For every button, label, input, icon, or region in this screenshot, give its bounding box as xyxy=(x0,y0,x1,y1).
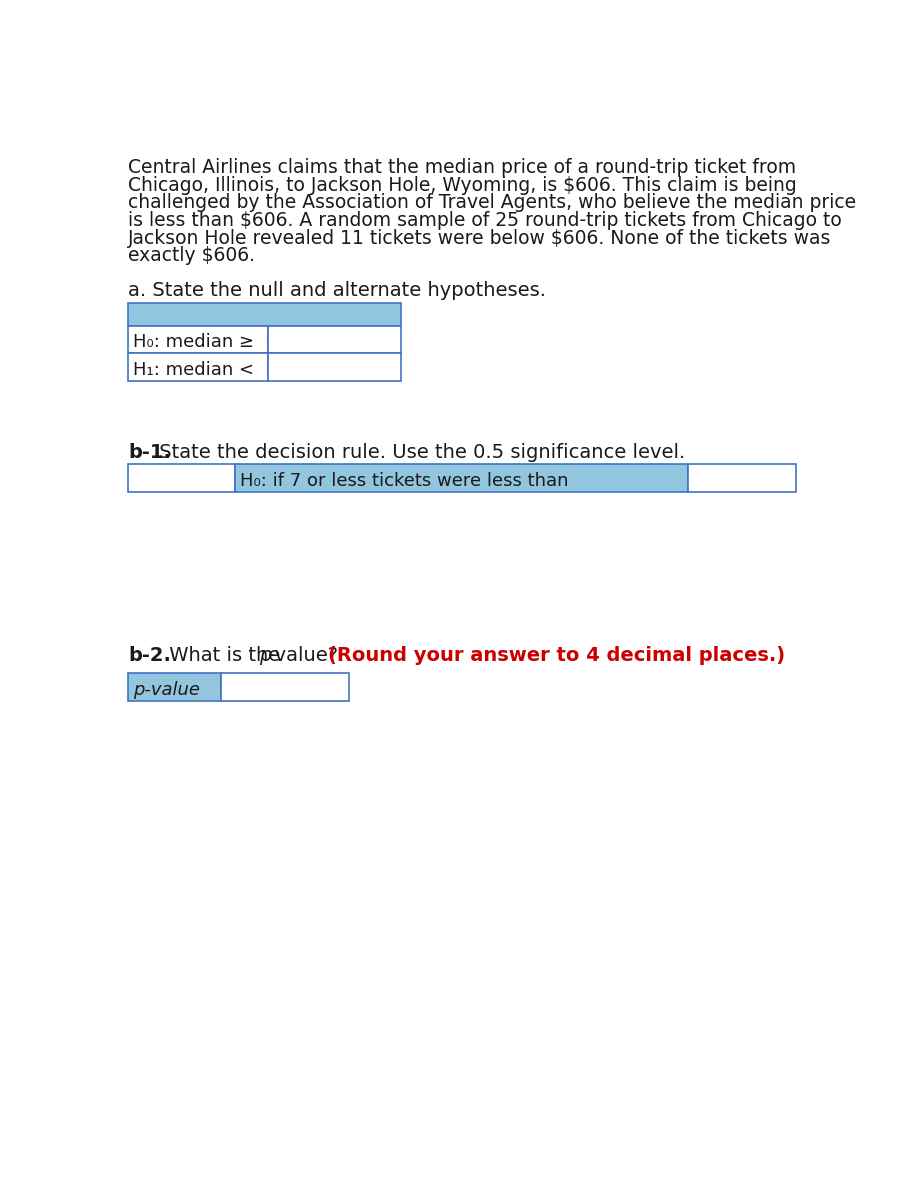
Text: b-2.: b-2. xyxy=(128,646,171,665)
Text: H₀: if 7 or less tickets were less than: H₀: if 7 or less tickets were less than xyxy=(240,472,568,490)
Polygon shape xyxy=(688,474,692,482)
Text: Chicago, Illinois, to Jackson Hole, Wyoming, is $606. This claim is being: Chicago, Illinois, to Jackson Hole, Wyom… xyxy=(128,175,797,194)
Bar xyxy=(128,673,221,701)
Text: p: p xyxy=(259,646,272,665)
Bar xyxy=(128,464,235,492)
Text: H₁: median <: H₁: median < xyxy=(133,361,253,379)
Polygon shape xyxy=(221,683,226,691)
Text: Jackson Hole revealed 11 tickets were below $606. None of the tickets was: Jackson Hole revealed 11 tickets were be… xyxy=(128,229,832,247)
Bar xyxy=(128,354,268,382)
Text: challenged by the Association of Travel Agents, who believe the median price: challenged by the Association of Travel … xyxy=(128,193,856,212)
Text: H₀: median ≥: H₀: median ≥ xyxy=(133,334,254,352)
Text: exactly $606.: exactly $606. xyxy=(128,246,255,265)
Bar xyxy=(688,464,796,492)
Polygon shape xyxy=(268,336,272,343)
Text: What is the: What is the xyxy=(163,646,287,665)
Polygon shape xyxy=(268,364,272,371)
Bar xyxy=(128,302,401,325)
Text: State the decision rule. Use the 0.5 significance level.: State the decision rule. Use the 0.5 sig… xyxy=(153,443,686,462)
Bar xyxy=(268,354,401,382)
Text: Central Airlines claims that the median price of a round-trip ticket from: Central Airlines claims that the median … xyxy=(128,158,796,176)
Bar xyxy=(221,673,349,701)
Bar xyxy=(235,464,688,492)
Text: (Round your answer to 4 decimal places.): (Round your answer to 4 decimal places.) xyxy=(327,646,785,665)
Text: is less than $606. A random sample of 25 round-trip tickets from Chicago to: is less than $606. A random sample of 25… xyxy=(128,211,842,230)
Text: b-1.: b-1. xyxy=(128,443,171,462)
Bar xyxy=(128,325,268,354)
Text: -value?: -value? xyxy=(268,646,345,665)
Polygon shape xyxy=(235,474,239,482)
Bar xyxy=(268,325,401,354)
Text: p-value: p-value xyxy=(133,680,200,698)
Text: a. State the null and alternate hypotheses.: a. State the null and alternate hypothes… xyxy=(128,281,547,300)
